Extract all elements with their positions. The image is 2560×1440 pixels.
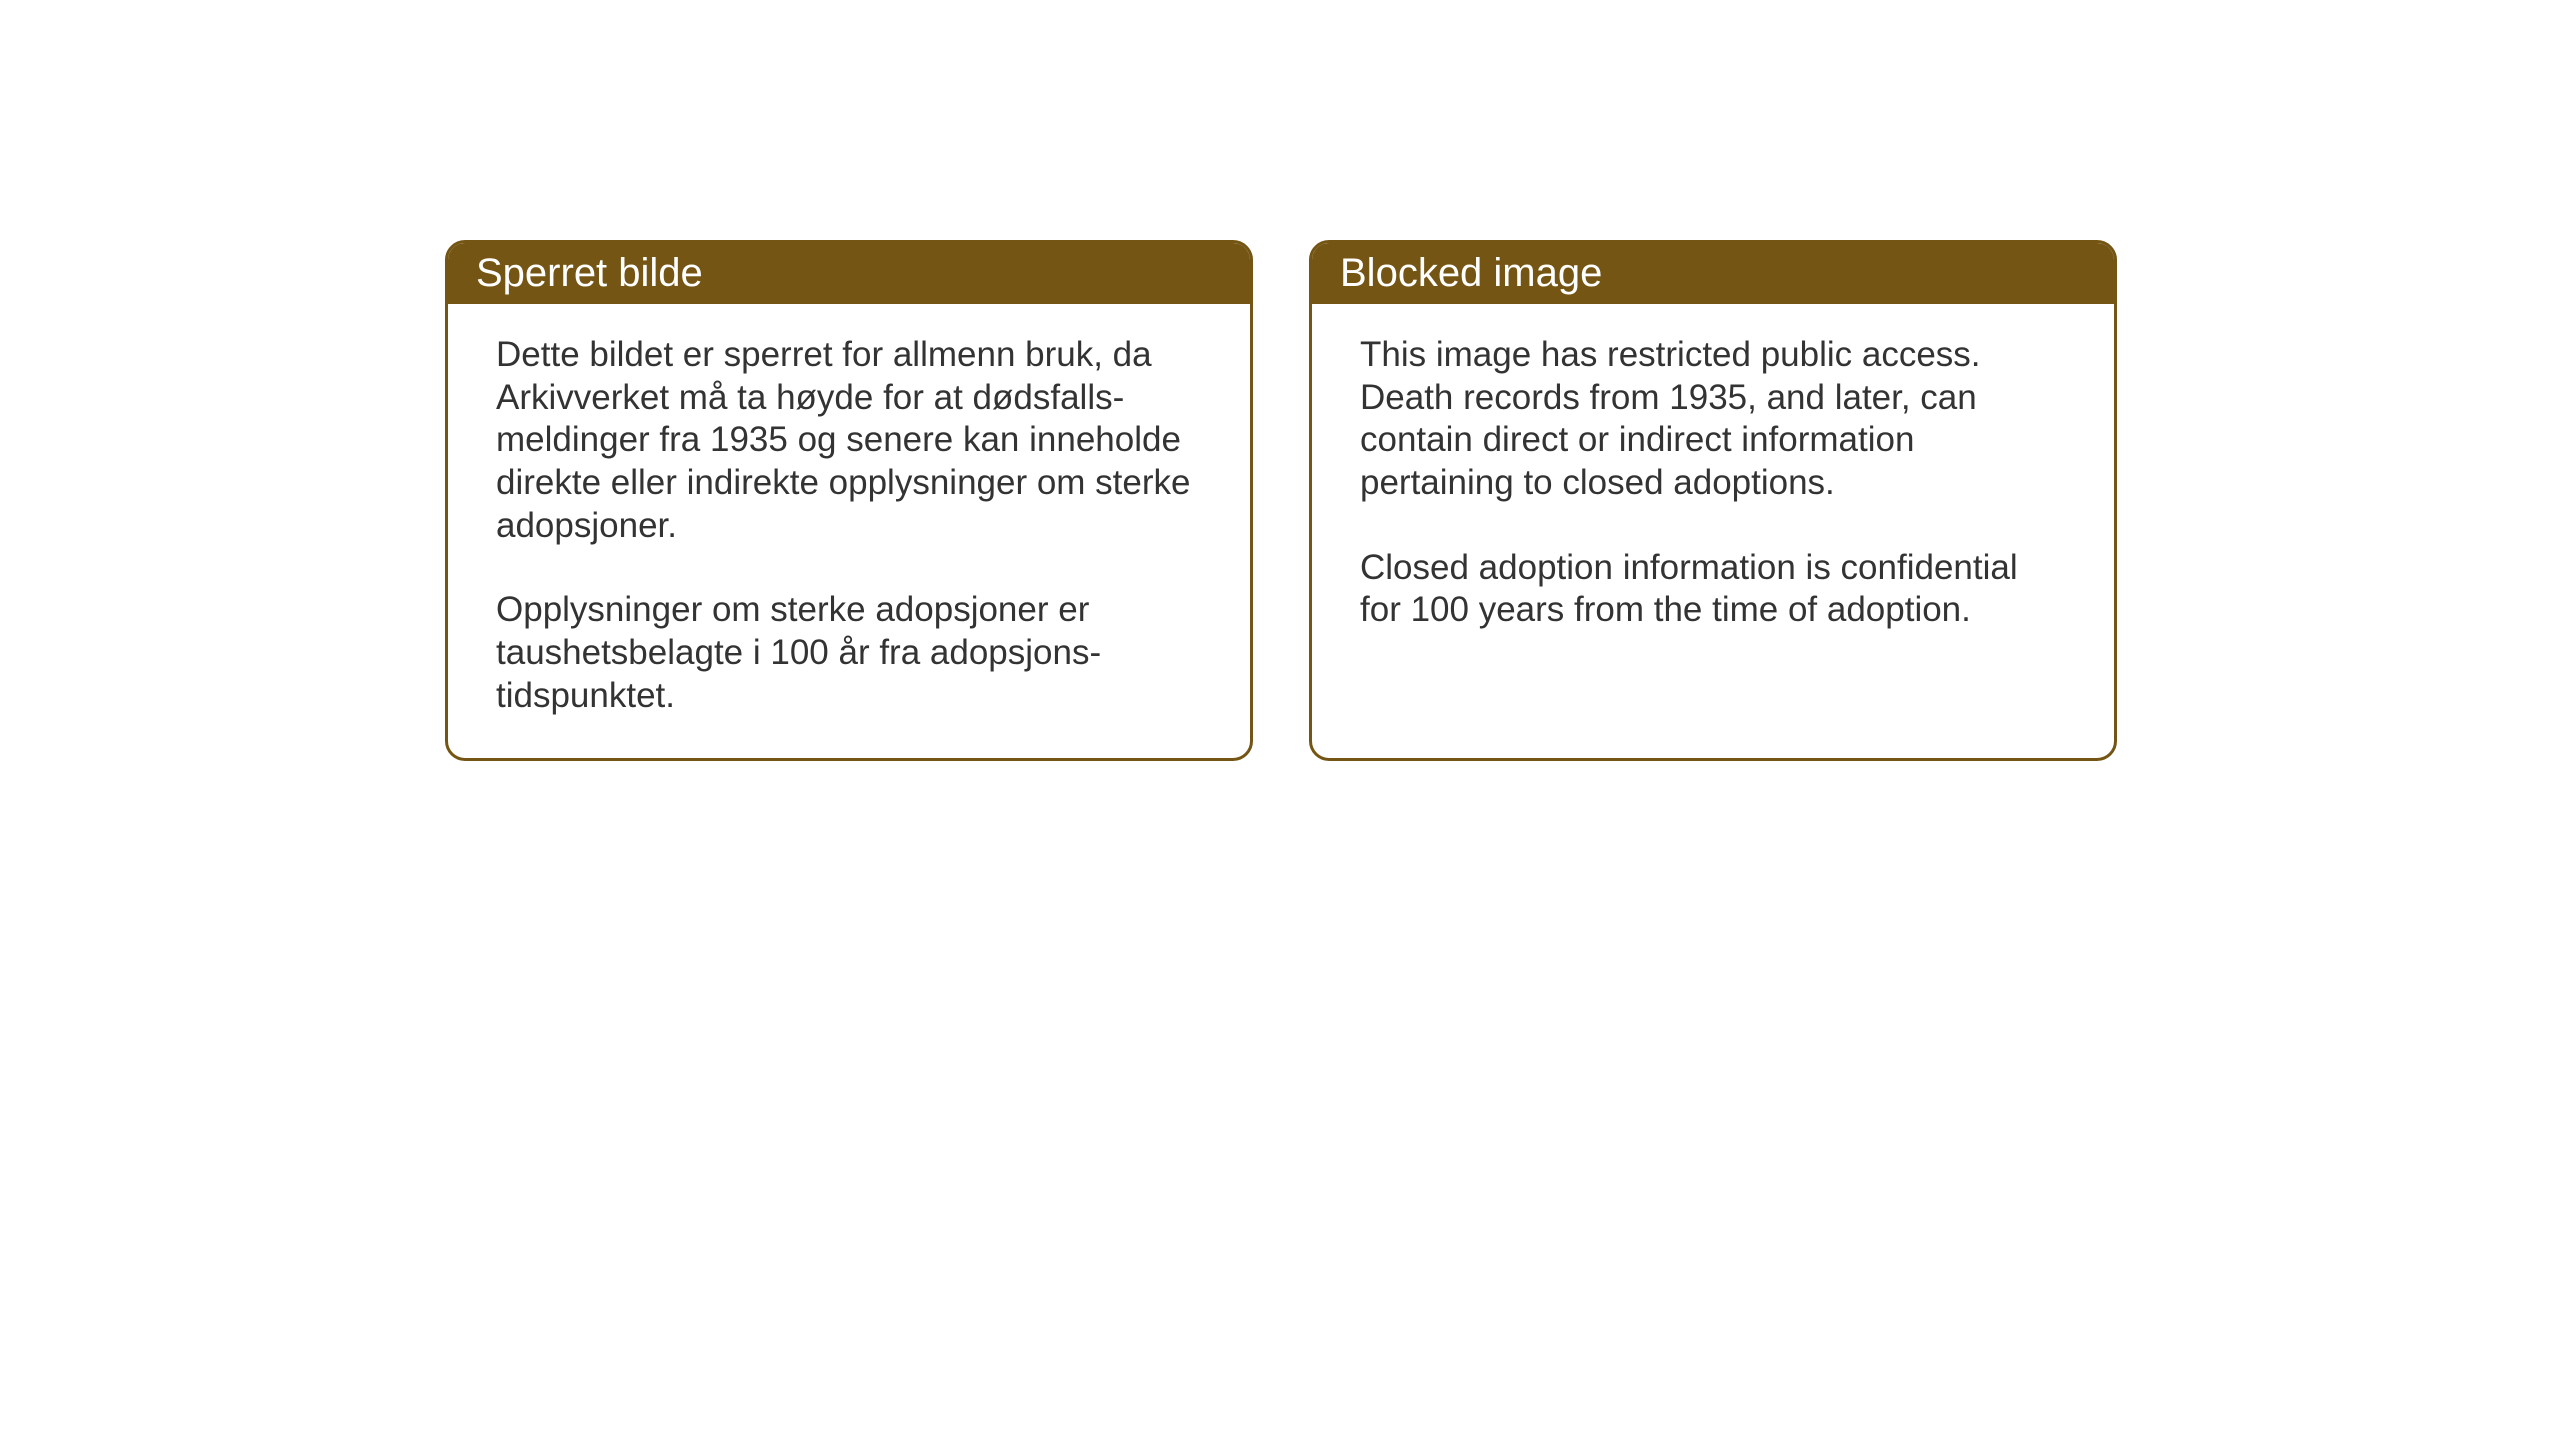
notice-container: Sperret bilde Dette bildet er sperret fo… — [0, 0, 2560, 761]
notice-header-norwegian: Sperret bilde — [448, 243, 1250, 304]
notice-card-norwegian: Sperret bilde Dette bildet er sperret fo… — [445, 240, 1253, 761]
notice-body-english: This image has restricted public access.… — [1312, 304, 2114, 724]
notice-paragraph-1-norwegian: Dette bildet er sperret for allmenn bruk… — [496, 334, 1202, 547]
notice-card-english: Blocked image This image has restricted … — [1309, 240, 2117, 761]
notice-body-norwegian: Dette bildet er sperret for allmenn bruk… — [448, 304, 1250, 758]
notice-paragraph-2-english: Closed adoption information is confident… — [1360, 547, 2066, 632]
notice-paragraph-1-english: This image has restricted public access.… — [1360, 334, 2066, 505]
notice-paragraph-2-norwegian: Opplysninger om sterke adopsjoner er tau… — [496, 589, 1202, 717]
notice-header-english: Blocked image — [1312, 243, 2114, 304]
